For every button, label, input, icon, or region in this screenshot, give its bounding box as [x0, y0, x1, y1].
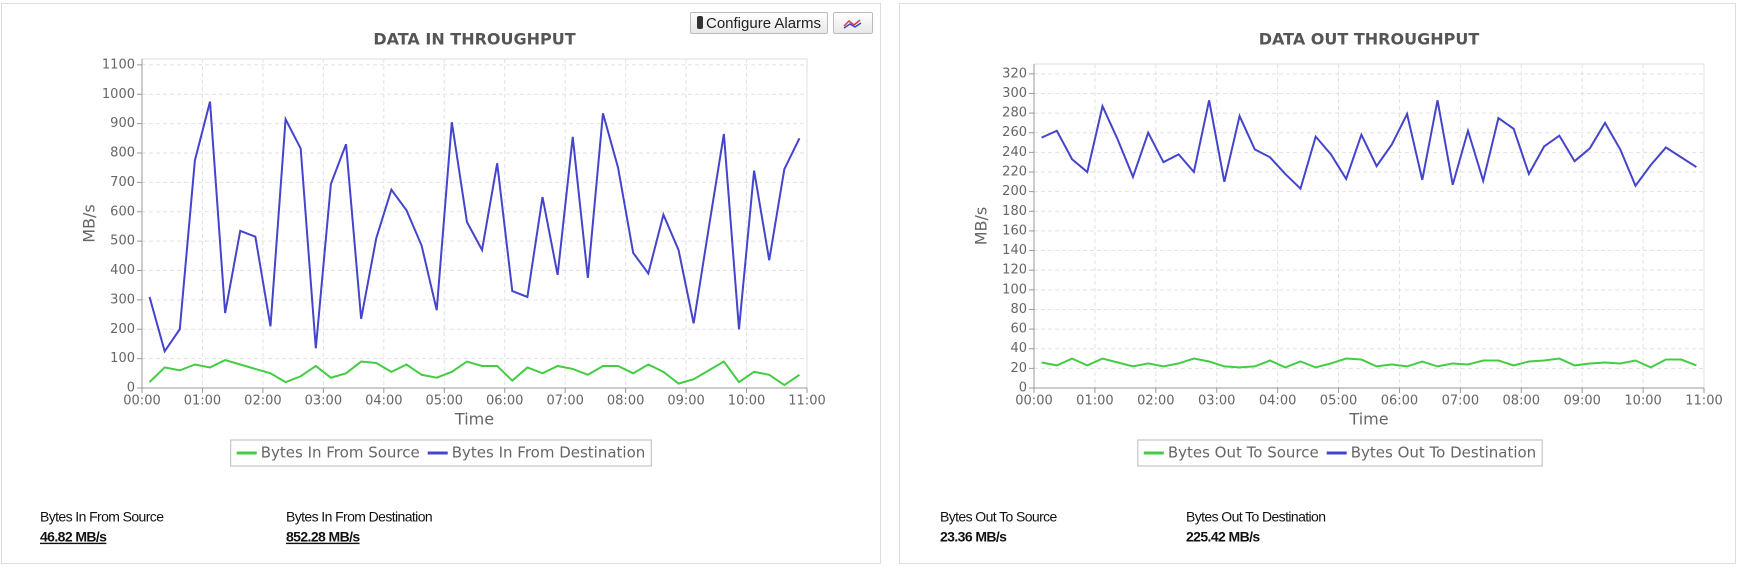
y-tick-label: 40: [1010, 341, 1027, 356]
x-tick-label: 06:00: [486, 394, 523, 409]
legend-label: Bytes Out To Source: [1168, 444, 1319, 462]
y-tick-label: 0: [127, 381, 135, 396]
stat-label: Bytes In From Destination: [286, 509, 432, 525]
y-axis-label: MB/s: [972, 207, 991, 246]
y-tick-label: 160: [1002, 223, 1027, 238]
y-tick-label: 220: [1002, 165, 1027, 180]
stat-value: 23.36 MB/s: [940, 529, 1007, 545]
x-tick-label: 02:00: [1137, 394, 1174, 409]
y-tick-label: 300: [110, 292, 135, 307]
x-axis-label: Time: [454, 410, 494, 429]
stat-value: 852.28 MB/s: [286, 529, 360, 545]
y-tick-label: 300: [1002, 86, 1027, 101]
x-tick-label: 10:00: [728, 394, 765, 409]
y-tick-label: 700: [110, 175, 135, 190]
stat-label: Bytes Out To Source: [940, 509, 1058, 525]
panel: [1, 3, 881, 564]
x-tick-label: 06:00: [1381, 394, 1418, 409]
x-tick-label: 05:00: [1320, 394, 1357, 409]
y-tick-label: 60: [1010, 322, 1027, 337]
x-tick-label: 07:00: [1442, 394, 1479, 409]
x-axis-label: Time: [1348, 410, 1388, 429]
configure-alarms-button[interactable]: Configure Alarms: [690, 12, 828, 34]
x-tick-label: 09:00: [667, 394, 704, 409]
x-tick-label: 03:00: [1198, 394, 1235, 409]
y-tick-label: 260: [1002, 125, 1027, 140]
data-line: [1041, 357, 1697, 369]
y-tick-label: 180: [1002, 204, 1027, 219]
x-tick-label: 05:00: [426, 394, 463, 409]
y-tick-label: 900: [110, 116, 135, 131]
plot-area: [141, 58, 808, 389]
y-tick-label: 400: [110, 263, 135, 278]
y-tick-label: 1000: [102, 87, 135, 102]
y-tick-label: 280: [1002, 106, 1027, 121]
y-tick-label: 0: [1019, 381, 1027, 396]
y-tick-label: 80: [1010, 302, 1027, 317]
stat-value: 225.42 MB/s: [1186, 529, 1260, 545]
stat-label: Bytes In From Source: [40, 509, 164, 525]
x-tick-label: 01:00: [1076, 394, 1113, 409]
legend-label: Bytes Out To Destination: [1351, 444, 1536, 462]
x-tick-label: 08:00: [607, 394, 644, 409]
y-tick-label: 200: [1002, 184, 1027, 199]
y-tick-label: 240: [1002, 145, 1027, 160]
x-tick-label: 09:00: [1563, 394, 1600, 409]
legend-label: Bytes In From Source: [261, 444, 420, 462]
y-tick-label: 20: [1010, 361, 1027, 376]
x-tick-label: 11:00: [788, 394, 825, 409]
y-tick-label: 100: [110, 351, 135, 366]
data-line: [148, 101, 801, 354]
stat-label: Bytes Out To Destination: [1186, 509, 1325, 525]
x-tick-label: 07:00: [546, 394, 583, 409]
legend: Bytes Out To Source Bytes Out To Destinat…: [1137, 439, 1543, 467]
x-tick-label: 03:00: [305, 394, 342, 409]
x-tick-label: 11:00: [1685, 394, 1722, 409]
legend-label: Bytes In From Destination: [452, 444, 646, 462]
y-tick-label: 140: [1002, 243, 1027, 258]
y-tick-label: 500: [110, 234, 135, 249]
y-tick-label: 600: [110, 204, 135, 219]
chart-icon: [843, 19, 862, 29]
button-label: Configure Alarms: [706, 15, 822, 32]
plot-area: [1033, 63, 1705, 389]
data-line: [1041, 100, 1697, 191]
x-tick-label: 00:00: [123, 394, 160, 409]
y-tick-label: 1100: [102, 57, 135, 72]
legend: Bytes In From Source Bytes In From Destin…: [230, 439, 652, 467]
traffic-light-icon: [697, 16, 703, 29]
y-tick-label: 320: [1002, 66, 1027, 81]
data-line: [148, 359, 801, 387]
x-tick-label: 04:00: [1259, 394, 1296, 409]
y-tick-label: 100: [1002, 282, 1027, 297]
chart-title: DATA IN THROUGHPUT: [373, 30, 575, 49]
x-tick-label: 02:00: [244, 394, 281, 409]
x-tick-label: 01:00: [184, 394, 221, 409]
x-tick-label: 00:00: [1015, 394, 1052, 409]
y-tick-label: 120: [1002, 263, 1027, 278]
y-tick-label: 200: [110, 322, 135, 337]
panel: [899, 3, 1736, 564]
chart-title: DATA OUT THROUGHPUT: [1259, 30, 1480, 49]
x-tick-label: 08:00: [1503, 394, 1540, 409]
stat-value: 46.82 MB/s: [40, 529, 107, 545]
x-tick-label: 10:00: [1624, 394, 1661, 409]
y-axis-label: MB/s: [80, 204, 99, 243]
x-tick-label: 04:00: [365, 394, 402, 409]
chart-type-button[interactable]: [833, 12, 873, 34]
y-tick-label: 800: [110, 146, 135, 161]
